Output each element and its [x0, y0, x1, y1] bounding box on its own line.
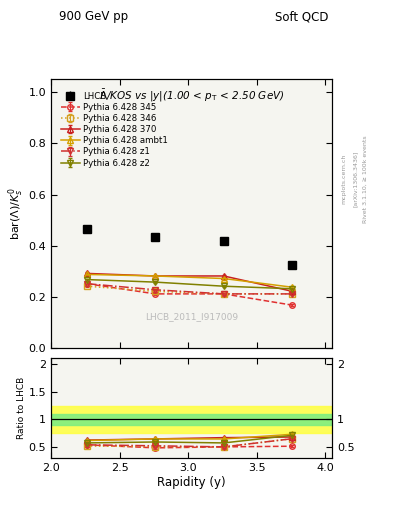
Y-axis label: Ratio to LHCB: Ratio to LHCB	[17, 377, 26, 439]
Text: LHCB_2011_I917009: LHCB_2011_I917009	[145, 312, 238, 322]
Legend: LHCB, Pythia 6.428 345, Pythia 6.428 346, Pythia 6.428 370, Pythia 6.428 ambt1, : LHCB, Pythia 6.428 345, Pythia 6.428 346…	[58, 89, 171, 170]
X-axis label: Rapidity (y): Rapidity (y)	[157, 476, 226, 489]
Text: Soft QCD: Soft QCD	[275, 10, 328, 23]
Text: [arXiv:1306.3436]: [arXiv:1306.3436]	[353, 151, 358, 207]
Text: $\bar{\Lambda}$/KOS vs |y|(1.00 < p$_\mathrm{T}$ < 2.50 GeV): $\bar{\Lambda}$/KOS vs |y|(1.00 < p$_\ma…	[99, 88, 284, 103]
Text: mcplots.cern.ch: mcplots.cern.ch	[342, 154, 346, 204]
Text: Rivet 3.1.10, ≥ 100k events: Rivet 3.1.10, ≥ 100k events	[363, 135, 368, 223]
Y-axis label: bar($\Lambda$)/$K^0_s$: bar($\Lambda$)/$K^0_s$	[6, 187, 26, 240]
Text: 900 GeV pp: 900 GeV pp	[59, 10, 128, 23]
